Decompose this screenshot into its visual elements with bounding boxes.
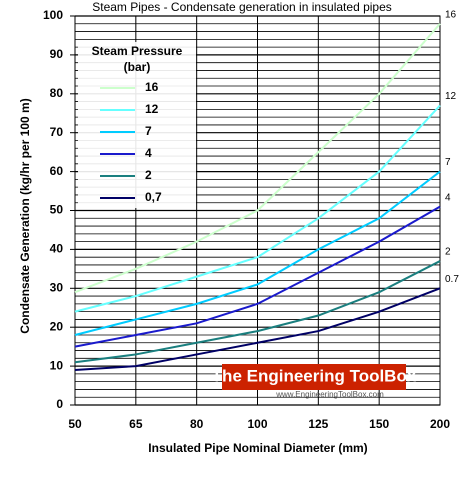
series-line — [74, 170, 441, 336]
series-line — [74, 205, 441, 348]
y-tick-label: 10 — [50, 358, 64, 372]
legend-label: 0,7 — [145, 190, 162, 204]
y-tick-label: 70 — [50, 125, 64, 139]
y-tick-label: 0 — [56, 397, 63, 411]
y-tick-label: 30 — [50, 280, 64, 294]
x-tick-label: 65 — [129, 417, 143, 431]
legend-label: 4 — [145, 146, 152, 160]
x-tick-label: 100 — [247, 417, 267, 431]
x-axis-title: Insulated Pipe Nominal Diameter (mm) — [148, 441, 367, 455]
legend-label: 12 — [145, 102, 159, 116]
legend-label: 7 — [145, 124, 152, 138]
legend-title: Steam Pressure — [92, 44, 183, 58]
series-line — [74, 23, 441, 294]
y-tick-label: 90 — [50, 47, 64, 61]
y-tick-label: 40 — [50, 242, 64, 256]
end-label: 4 — [445, 192, 451, 203]
watermark-url: www.EngineeringToolBox.com — [275, 390, 384, 399]
series-line — [74, 287, 441, 371]
legend-title: (bar) — [124, 60, 151, 74]
watermark-title: The Engineering ToolBox — [212, 366, 417, 385]
chart-title: Steam Pipes - Condensate generation in i… — [92, 0, 392, 14]
legend-box — [78, 42, 196, 208]
x-tick-label: 125 — [308, 417, 328, 431]
end-label: 16 — [445, 9, 457, 20]
end-label: 12 — [445, 91, 457, 102]
y-tick-label: 50 — [50, 203, 64, 217]
x-tick-label: 150 — [369, 417, 389, 431]
y-tick-label: 100 — [43, 8, 63, 22]
y-tick-label: 60 — [50, 164, 64, 178]
series-line — [74, 104, 441, 313]
end-label: 2 — [445, 247, 451, 258]
end-label: 7 — [445, 157, 451, 168]
y-tick-label: 80 — [50, 86, 64, 100]
end-label: 0.7 — [445, 274, 459, 285]
y-axis-title: Condensate Generation (kg/hr per 100 m) — [18, 98, 32, 333]
x-tick-label: 200 — [430, 417, 450, 431]
series-line — [74, 260, 441, 364]
watermark-box — [222, 364, 406, 390]
x-tick-label: 50 — [68, 417, 82, 431]
y-tick-label: 20 — [50, 319, 64, 333]
legend-label: 2 — [145, 168, 152, 182]
legend-label: 16 — [145, 80, 159, 94]
x-tick-label: 80 — [190, 417, 204, 431]
